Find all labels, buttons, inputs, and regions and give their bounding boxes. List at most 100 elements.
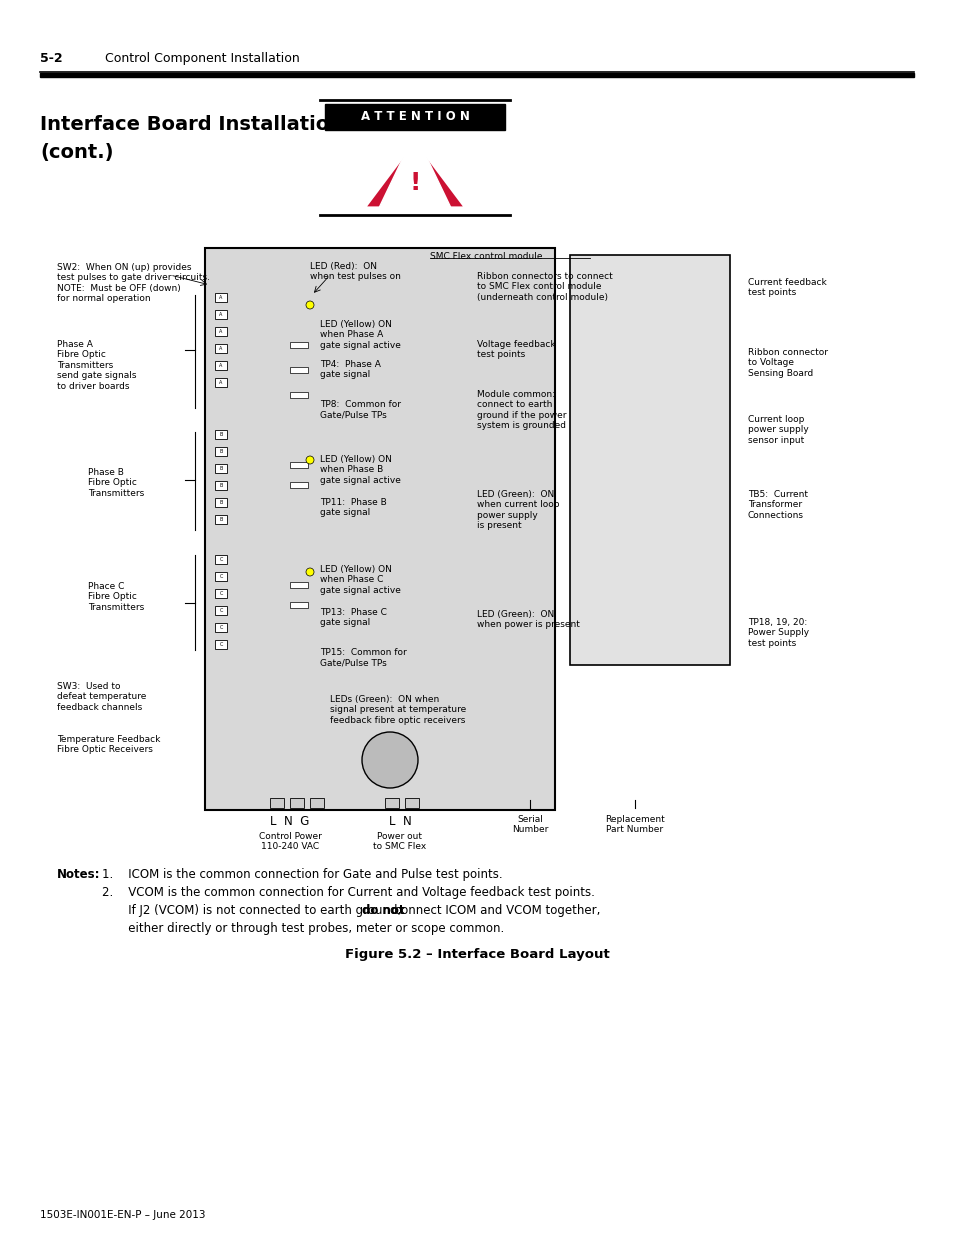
Bar bbox=[325, 104, 504, 130]
Text: Ribbon connector
to Voltage
Sensing Board: Ribbon connector to Voltage Sensing Boar… bbox=[747, 348, 827, 378]
Text: LED (Yellow) ON
when Phase C
gate signal active: LED (Yellow) ON when Phase C gate signal… bbox=[319, 564, 400, 595]
Text: C: C bbox=[219, 608, 222, 613]
Bar bbox=[310, 798, 324, 808]
Bar bbox=[214, 515, 227, 524]
Text: TB5:  Current
Transformer
Connections: TB5: Current Transformer Connections bbox=[747, 490, 807, 520]
Bar bbox=[214, 589, 227, 598]
Bar bbox=[214, 345, 227, 353]
Text: (cont.): (cont.) bbox=[40, 143, 113, 162]
Bar bbox=[385, 798, 398, 808]
Bar bbox=[290, 582, 308, 588]
Text: 2.    VCOM is the common connection for Current and Voltage feedback test points: 2. VCOM is the common connection for Cur… bbox=[102, 885, 595, 899]
Bar bbox=[290, 367, 308, 373]
Text: either directly or through test probes, meter or scope common.: either directly or through test probes, … bbox=[102, 923, 504, 935]
Circle shape bbox=[306, 301, 314, 309]
Text: C: C bbox=[219, 592, 222, 597]
Bar bbox=[405, 798, 418, 808]
Text: TP4:  Phase A
gate signal: TP4: Phase A gate signal bbox=[319, 359, 380, 379]
Text: A: A bbox=[219, 312, 222, 317]
Bar bbox=[214, 498, 227, 508]
Text: Serial
Number: Serial Number bbox=[511, 815, 548, 835]
Text: Voltage feedback
test points: Voltage feedback test points bbox=[476, 340, 555, 359]
Polygon shape bbox=[377, 133, 452, 210]
Text: L  N  G: L N G bbox=[270, 815, 310, 827]
Text: C: C bbox=[219, 557, 222, 562]
Text: 1.    ICOM is the common connection for Gate and Pulse test points.: 1. ICOM is the common connection for Gat… bbox=[102, 868, 502, 881]
Text: LED (Yellow) ON
when Phase B
gate signal active: LED (Yellow) ON when Phase B gate signal… bbox=[319, 454, 400, 485]
Bar bbox=[290, 798, 304, 808]
Text: TP11:  Phase B
gate signal: TP11: Phase B gate signal bbox=[319, 498, 386, 517]
Text: Current loop
power supply
sensor input: Current loop power supply sensor input bbox=[747, 415, 808, 445]
Text: 5-2: 5-2 bbox=[40, 52, 63, 65]
Bar bbox=[569, 254, 729, 664]
Text: Current feedback
test points: Current feedback test points bbox=[747, 278, 826, 298]
Text: LED (Red):  ON
when test pulses on: LED (Red): ON when test pulses on bbox=[310, 262, 400, 282]
Bar bbox=[290, 601, 308, 608]
Text: Control Power
110-240 VAC: Control Power 110-240 VAC bbox=[258, 832, 321, 851]
Text: TP18, 19, 20:
Power Supply
test points: TP18, 19, 20: Power Supply test points bbox=[747, 618, 808, 648]
Text: !: ! bbox=[409, 170, 420, 195]
Text: 1503E-IN001E-EN-P – June 2013: 1503E-IN001E-EN-P – June 2013 bbox=[40, 1210, 205, 1220]
Text: Replacement
Part Number: Replacement Part Number bbox=[604, 815, 664, 835]
Text: Control Component Installation: Control Component Installation bbox=[105, 52, 299, 65]
Text: C: C bbox=[219, 625, 222, 630]
Text: A: A bbox=[219, 380, 222, 385]
Text: Phace C
Fibre Optic
Transmitters: Phace C Fibre Optic Transmitters bbox=[88, 582, 144, 611]
Text: A: A bbox=[219, 363, 222, 368]
Text: If J2 (VCOM) is not connected to earth ground,: If J2 (VCOM) is not connected to earth g… bbox=[102, 904, 405, 918]
Bar bbox=[290, 482, 308, 488]
Text: B: B bbox=[219, 466, 222, 471]
Text: TP15:  Common for
Gate/Pulse TPs: TP15: Common for Gate/Pulse TPs bbox=[319, 648, 406, 667]
Bar bbox=[290, 391, 308, 398]
Text: LED (Green):  ON
when power is present: LED (Green): ON when power is present bbox=[476, 610, 579, 630]
Bar bbox=[214, 378, 227, 387]
Text: Temperature Feedback
Fibre Optic Receivers: Temperature Feedback Fibre Optic Receive… bbox=[57, 735, 160, 755]
Bar bbox=[214, 361, 227, 370]
Bar bbox=[214, 606, 227, 615]
Circle shape bbox=[306, 568, 314, 576]
Text: LED (Green):  ON
when current loop
power supply
is present: LED (Green): ON when current loop power … bbox=[476, 490, 558, 530]
Text: A: A bbox=[219, 329, 222, 333]
Bar bbox=[290, 342, 308, 348]
Text: do not: do not bbox=[362, 904, 404, 918]
Text: A: A bbox=[219, 295, 222, 300]
Bar bbox=[214, 555, 227, 564]
Bar bbox=[214, 480, 227, 490]
Text: B: B bbox=[219, 517, 222, 522]
Circle shape bbox=[306, 456, 314, 464]
Text: Module common:
connect to earth
ground if the power
system is grounded: Module common: connect to earth ground i… bbox=[476, 390, 566, 430]
Bar bbox=[214, 447, 227, 456]
Text: C: C bbox=[219, 574, 222, 579]
Text: Power out
to SMC Flex: Power out to SMC Flex bbox=[373, 832, 426, 851]
Text: B: B bbox=[219, 450, 222, 454]
Text: SW3:  Used to
defeat temperature
feedback channels: SW3: Used to defeat temperature feedback… bbox=[57, 682, 146, 711]
Text: Phase A
Fibre Optic
Transmitters
send gate signals
to driver boards: Phase A Fibre Optic Transmitters send ga… bbox=[57, 340, 136, 390]
Bar bbox=[214, 310, 227, 319]
Circle shape bbox=[361, 732, 417, 788]
Text: L  N: L N bbox=[388, 815, 411, 827]
Bar bbox=[214, 622, 227, 632]
Bar bbox=[270, 798, 284, 808]
Bar bbox=[214, 293, 227, 303]
Bar bbox=[205, 248, 555, 810]
Text: LEDs (Green):  ON when
signal present at temperature
feedback fibre optic receiv: LEDs (Green): ON when signal present at … bbox=[330, 695, 466, 725]
Text: B: B bbox=[219, 500, 222, 505]
Polygon shape bbox=[370, 144, 459, 205]
Text: B: B bbox=[219, 432, 222, 437]
Bar bbox=[214, 464, 227, 473]
Text: Ribbon connectors to connect
to SMC Flex control module
(underneath control modu: Ribbon connectors to connect to SMC Flex… bbox=[476, 272, 612, 301]
Text: Phase B
Fibre Optic
Transmitters: Phase B Fibre Optic Transmitters bbox=[88, 468, 144, 498]
Text: LED (Yellow) ON
when Phase A
gate signal active: LED (Yellow) ON when Phase A gate signal… bbox=[319, 320, 400, 350]
Bar bbox=[290, 462, 308, 468]
Text: Notes:: Notes: bbox=[57, 868, 100, 881]
Text: C: C bbox=[219, 642, 222, 647]
Text: connect ICOM and VCOM together,: connect ICOM and VCOM together, bbox=[391, 904, 600, 918]
Bar bbox=[214, 430, 227, 438]
Bar bbox=[40, 73, 913, 77]
Text: A: A bbox=[219, 346, 222, 351]
Text: SMC Flex control module: SMC Flex control module bbox=[430, 252, 542, 261]
Text: Figure 5.2 – Interface Board Layout: Figure 5.2 – Interface Board Layout bbox=[344, 948, 609, 961]
Bar bbox=[214, 640, 227, 650]
Text: TP8:  Common for
Gate/Pulse TPs: TP8: Common for Gate/Pulse TPs bbox=[319, 400, 400, 420]
Bar bbox=[214, 572, 227, 580]
